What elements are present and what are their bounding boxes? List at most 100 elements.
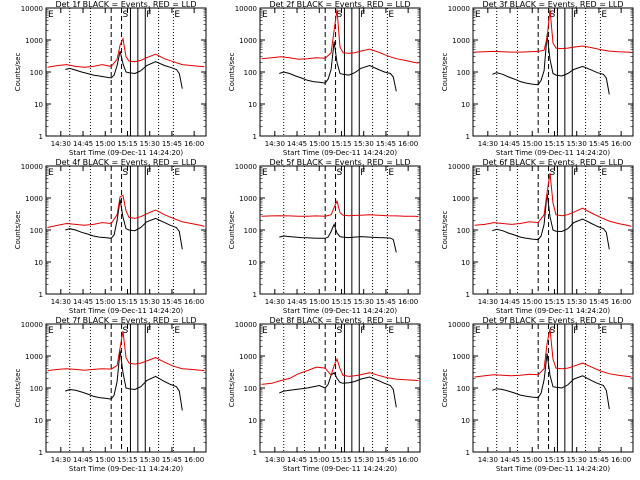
x-axis-label: Start Time (09-Dec-11 14:24:20) — [69, 307, 183, 315]
interval-label: F — [573, 10, 578, 20]
x-tick-label: 15:30 — [354, 456, 374, 464]
x-tick-label: 14:45 — [500, 298, 520, 306]
corner-label: E — [475, 326, 481, 336]
y-tick-label: 1000 — [25, 195, 43, 203]
y-tick-label: 100 — [457, 69, 470, 77]
y-tick-label: 1 — [466, 291, 470, 299]
x-tick-label: 16:00 — [611, 456, 631, 464]
interval-label: E — [174, 10, 180, 20]
x-tick-label: 15:30 — [140, 456, 160, 464]
lld-series-line — [474, 173, 632, 227]
y-tick-label: 100 — [244, 385, 257, 393]
y-tick-label: 1000 — [239, 195, 257, 203]
y-tick-label: 1000 — [25, 353, 43, 361]
x-tick-label: 15:15 — [117, 298, 137, 306]
x-tick-label: 15:45 — [162, 298, 182, 306]
x-tick-label: 14:30 — [265, 298, 285, 306]
x-tick-label: 15:45 — [589, 456, 609, 464]
y-axis-label: Counts/sec — [441, 53, 449, 92]
y-tick-label: 1 — [39, 291, 43, 299]
y-tick-label: 1000 — [239, 353, 257, 361]
corner-label: E — [475, 168, 481, 178]
interval-label: E — [601, 326, 607, 336]
interval-label: S — [123, 168, 129, 178]
x-tick-label: 15:45 — [162, 456, 182, 464]
interval-label: F — [360, 168, 365, 178]
events-series-line — [279, 371, 397, 408]
y-axis-label: Counts/sec — [441, 369, 449, 408]
x-tick-label: 14:30 — [478, 140, 498, 148]
y-tick-label: 10 — [34, 259, 43, 267]
panel-title: Det 4f BLACK = Events, RED = LLD — [55, 158, 196, 167]
y-tick-label: 1000 — [452, 195, 470, 203]
x-tick-label: 14:30 — [478, 298, 498, 306]
x-tick-label: 16:00 — [611, 298, 631, 306]
y-tick-label: 100 — [244, 227, 257, 235]
y-axis-label: Counts/sec — [14, 369, 22, 408]
x-tick-label: 16:00 — [398, 140, 418, 148]
interval-label: S — [550, 326, 556, 336]
x-tick-label: 15:00 — [522, 298, 542, 306]
x-tick-label: 14:45 — [287, 456, 307, 464]
y-tick-label: 100 — [457, 385, 470, 393]
x-tick-label: 14:30 — [51, 298, 71, 306]
x-tick-label: 14:30 — [478, 456, 498, 464]
y-axis-label: Counts/sec — [228, 211, 236, 250]
y-axis-label: Counts/sec — [14, 53, 22, 92]
x-tick-label: 14:45 — [500, 140, 520, 148]
panel-title: Det 9f BLACK = Events, RED = LLD — [482, 316, 623, 325]
x-tick-label: 15:30 — [140, 140, 160, 148]
x-tick-label: 15:00 — [95, 456, 115, 464]
y-tick-label: 10000 — [21, 163, 43, 171]
panel-title: Det 5f BLACK = Events, RED = LLD — [269, 158, 410, 167]
y-tick-label: 100 — [30, 227, 43, 235]
interval-label: S — [123, 326, 129, 336]
interval-label: F — [573, 326, 578, 336]
corner-label: E — [262, 326, 268, 336]
events-series-line — [492, 353, 610, 410]
y-axis-label: Counts/sec — [441, 211, 449, 250]
x-tick-label: 14:30 — [265, 140, 285, 148]
x-tick-label: 14:45 — [73, 456, 93, 464]
y-tick-label: 10000 — [448, 321, 470, 329]
x-tick-label: 15:45 — [589, 140, 609, 148]
x-axis-label: Start Time (09-Dec-11 14:24:20) — [283, 307, 397, 315]
x-tick-label: 15:45 — [162, 140, 182, 148]
panel-title: Det 8f BLACK = Events, RED = LLD — [269, 316, 410, 325]
lld-series-line — [47, 37, 205, 68]
x-tick-label: 15:00 — [309, 298, 329, 306]
x-tick-label: 14:30 — [51, 456, 71, 464]
x-tick-label: 15:00 — [95, 140, 115, 148]
interval-label: S — [550, 10, 556, 20]
corner-label: E — [48, 326, 54, 336]
x-tick-label: 15:30 — [354, 298, 374, 306]
corner-label: E — [262, 168, 268, 178]
x-tick-label: 15:15 — [544, 298, 564, 306]
corner-label: E — [475, 10, 481, 20]
interval-label: E — [388, 10, 394, 20]
x-tick-label: 15:45 — [589, 298, 609, 306]
y-tick-label: 10 — [248, 101, 257, 109]
panel-title: Det 1f BLACK = Events, RED = LLD — [55, 0, 196, 9]
x-tick-label: 15:30 — [140, 298, 160, 306]
x-tick-label: 14:45 — [73, 140, 93, 148]
y-tick-label: 1000 — [25, 37, 43, 45]
panel-title: Det 6f BLACK = Events, RED = LLD — [482, 158, 623, 167]
x-tick-label: 16:00 — [184, 456, 204, 464]
y-tick-label: 10000 — [448, 163, 470, 171]
lld-series-line — [47, 331, 205, 372]
y-tick-label: 1 — [466, 449, 470, 457]
x-axis-label: Start Time (09-Dec-11 14:24:20) — [496, 149, 610, 157]
interval-label: F — [573, 168, 578, 178]
y-tick-label: 10000 — [235, 163, 257, 171]
x-axis-label: Start Time (09-Dec-11 14:24:20) — [283, 465, 397, 473]
interval-label: S — [337, 326, 343, 336]
y-tick-label: 1 — [466, 133, 470, 141]
events-series-line — [65, 350, 183, 411]
